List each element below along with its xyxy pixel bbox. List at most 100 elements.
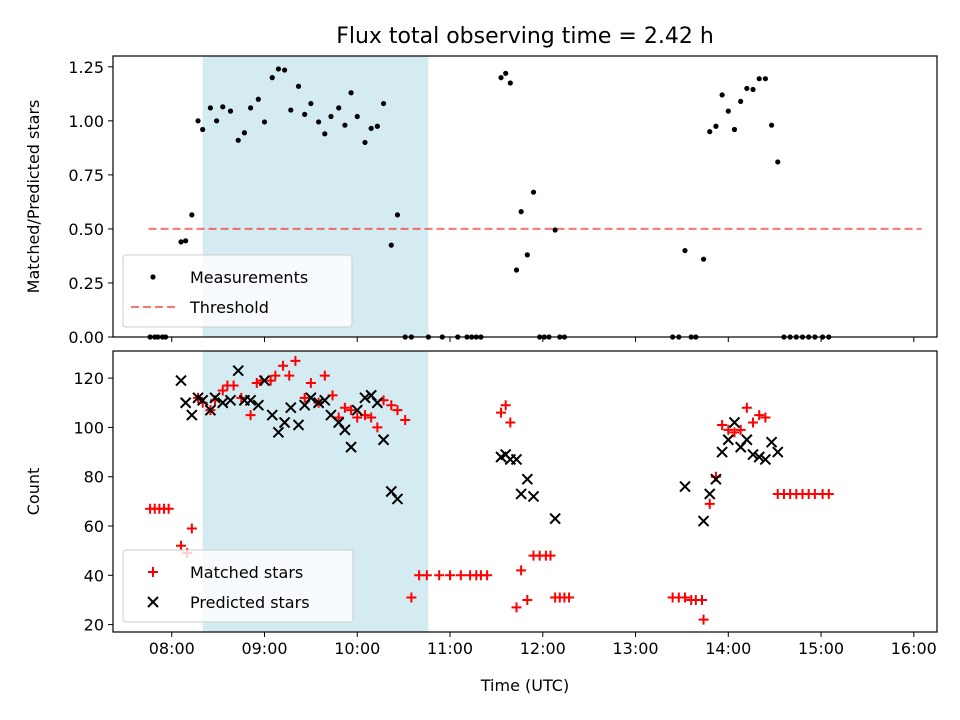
measurement-point [247,105,254,111]
legend: Measurements Threshold [122,254,353,328]
predicted-star-marker [179,397,192,409]
matched-star-marker [284,370,295,381]
predicted-star-marker [747,448,759,461]
matched-star-marker [516,565,527,576]
matched-star-marker [406,592,417,603]
legend-label: Measurements [190,268,308,287]
measurement-point [288,107,294,113]
matched-star-marker [697,594,708,605]
legend: Matched stars Predicted stars [122,549,354,623]
matched-star-marker [163,503,174,514]
matched-star-marker [564,592,575,603]
measurement-point [513,267,520,273]
matched-star-marker [455,570,466,581]
x-tick-label: 11:00 [427,639,473,658]
predicted-star-marker [765,436,778,448]
matched-star-marker [741,402,752,413]
matched-star-marker [278,360,289,371]
predicted-star-marker [728,416,741,429]
matched-star-marker [729,427,740,438]
predicted-star-marker [196,394,209,407]
predicted-star-marker [515,488,527,500]
predicted-star-marker [741,434,753,446]
y-tick-label: 1.25 [68,58,104,77]
predicted-star-marker [266,409,278,421]
measurement-point [498,75,504,81]
measurement-point [700,256,707,262]
measurement-point [380,100,387,107]
matched-star-marker [421,570,432,581]
chart-title: Flux total observing time = 2.42 h [336,24,714,49]
measurement-point [302,111,308,117]
measurement-point [775,159,781,165]
predicted-star-marker [722,434,735,446]
predicted-star-marker [252,399,265,411]
x-tick-label: 08:00 [149,639,195,658]
predicted-star-marker [359,392,371,404]
measurement-point [227,108,234,114]
measurement-point [178,239,184,245]
predicted-star-marker [521,473,534,485]
matched-star-marker [445,570,456,581]
matched-star-marker [500,400,511,411]
y-tick-label: 0.00 [68,328,104,347]
matched-star-marker [680,592,691,603]
measurement-point [235,137,241,143]
measurement-point [336,105,342,111]
matched-star-marker [735,424,746,435]
measurement-point [552,227,558,233]
measurement-point [322,131,328,137]
x-tick-label: 13:00 [612,639,658,658]
measurement-point [744,85,750,92]
predicted-star-marker [345,441,357,453]
matched-star-marker [176,540,187,551]
matched-star-marker [717,419,728,430]
predicted-star-marker [710,473,722,485]
predicted-star-marker [224,394,237,407]
measurement-point [388,242,394,248]
measurement-point [362,139,368,146]
y-tick-label: 0.25 [68,274,104,293]
predicted-star-marker [217,397,229,409]
y-tick-label: 1.00 [68,112,104,131]
predicted-star-marker [391,493,404,505]
matched-star-marker [346,405,357,416]
bottom-panel: 08:00 09:00 10:00 11:00 12:00 13:00 14:00 15:00… [24,350,938,695]
matched-star-marker [352,412,363,423]
matched-star-marker [723,424,734,435]
predicted-star-marker [339,424,351,436]
measurement-point [503,70,509,76]
matched-star-marker [754,410,765,421]
y-axis-label: Matched/Predicted stars [24,100,43,294]
matched-star-marker [372,422,383,433]
y-tick-label: 0.75 [68,166,104,185]
measurement-point [394,212,401,218]
matched-star-marker [704,498,715,509]
axes-frame [112,55,938,338]
matched-star-marker [496,407,507,418]
predicted-star-marker [258,374,271,387]
y-tick-label: 100 [73,418,104,437]
measurement-point [316,119,322,125]
matched-star-marker [698,614,709,625]
matched-star-marker [245,410,256,421]
matched-star-marker [522,594,533,605]
measurement-point [524,252,530,258]
legend-box [122,254,353,328]
axes-frame [112,350,938,633]
measurement-point [368,125,374,132]
predicted-star-marker [351,404,363,416]
matched-star-marker [265,375,276,386]
y-tick-label: 0.50 [68,220,104,239]
predicted-star-marker [716,446,728,458]
matched-star-marker [339,402,350,413]
measurement-point [195,118,201,124]
matched-star-marker [434,570,445,581]
predicted-star-marker [753,451,765,463]
y-tick-label: 20 [84,616,104,635]
predicted-star-marker [305,392,317,404]
predicted-star-marker [186,409,198,421]
matched-star-marker [748,417,759,428]
matched-star-marker [319,370,330,381]
